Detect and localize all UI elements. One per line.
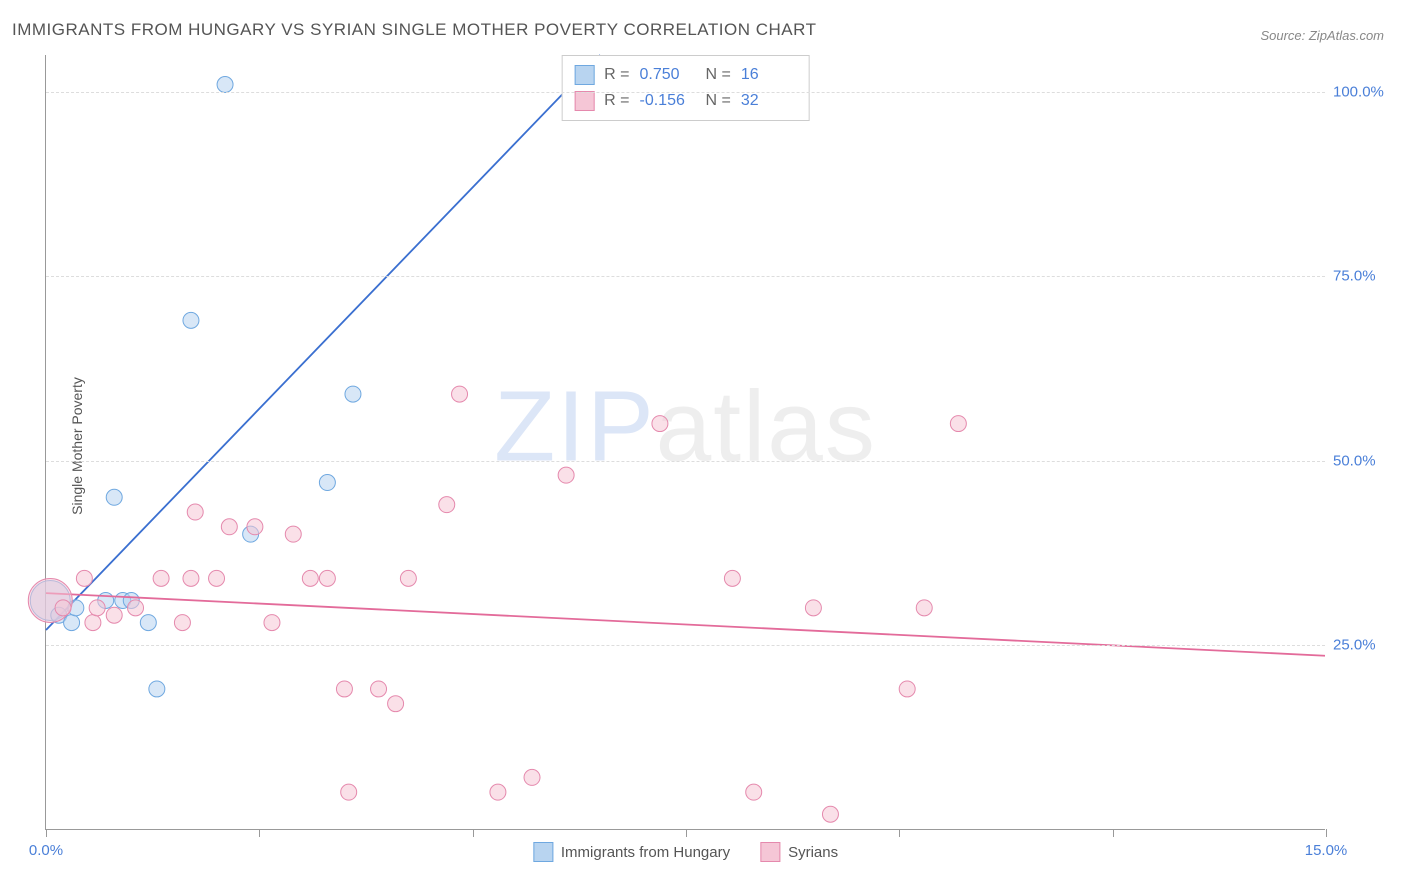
data-point [187,504,203,520]
legend-swatch-syrians [574,91,594,111]
data-point [106,489,122,505]
stats-legend-row-hungary: R = 0.750 N = 16 [574,62,797,88]
data-point [174,615,190,631]
data-point [652,416,668,432]
data-point [183,570,199,586]
correlation-chart: IMMIGRANTS FROM HUNGARY VS SYRIAN SINGLE… [0,0,1406,892]
data-point [247,519,263,535]
data-point [264,615,280,631]
gridline-h [46,461,1325,462]
ytick-label: 50.0% [1333,452,1393,469]
data-point [76,570,92,586]
data-point [85,615,101,631]
legend-swatch-hungary-icon [533,842,553,862]
data-point [388,696,404,712]
ytick-label: 25.0% [1333,637,1393,654]
series-legend: Immigrants from Hungary Syrians [533,842,838,862]
data-point [439,497,455,513]
plot-svg [46,55,1325,829]
data-point [490,784,506,800]
xtick [473,829,474,837]
data-point [89,600,105,616]
legend-label-hungary: Immigrants from Hungary [561,844,730,861]
data-point [209,570,225,586]
data-point [345,386,361,402]
data-point [140,615,156,631]
data-point [55,600,71,616]
r-value-hungary: 0.750 [640,62,696,88]
data-point [128,600,144,616]
data-point [400,570,416,586]
xtick [1113,829,1114,837]
data-point [217,76,233,92]
n-label: N = [706,62,731,88]
data-point [183,312,199,328]
xtick-label: 0.0% [29,842,63,859]
r-label: R = [604,62,629,88]
plot-area: ZIPatlas R = 0.750 N = 16 R = -0.156 N =… [45,55,1325,830]
data-point [558,467,574,483]
data-point [371,681,387,697]
data-point [153,570,169,586]
data-point [285,526,301,542]
gridline-h [46,92,1325,93]
ytick-label: 75.0% [1333,268,1393,285]
data-point [452,386,468,402]
xtick [46,829,47,837]
xtick [686,829,687,837]
data-point [336,681,352,697]
data-point [822,806,838,822]
data-point [319,475,335,491]
data-point [221,519,237,535]
chart-title: IMMIGRANTS FROM HUNGARY VS SYRIAN SINGLE… [12,20,816,40]
n-value-hungary: 16 [741,62,797,88]
legend-swatch-syrians-icon [760,842,780,862]
data-point [746,784,762,800]
xtick [1326,829,1327,837]
stats-legend-box: R = 0.750 N = 16 R = -0.156 N = 32 [561,55,810,121]
legend-swatch-hungary [574,65,594,85]
ytick-label: 100.0% [1333,83,1393,100]
data-point [724,570,740,586]
xtick [899,829,900,837]
gridline-h [46,276,1325,277]
source-label: Source: ZipAtlas.com [1260,28,1384,43]
legend-item-hungary: Immigrants from Hungary [533,842,730,862]
legend-label-syrians: Syrians [788,844,838,861]
xtick [259,829,260,837]
data-point [149,681,165,697]
data-point [524,769,540,785]
data-point [341,784,357,800]
data-point [805,600,821,616]
data-point [916,600,932,616]
trend-line [46,55,600,630]
data-point [319,570,335,586]
legend-item-syrians: Syrians [760,842,838,862]
data-point [302,570,318,586]
data-point [64,615,80,631]
data-point [899,681,915,697]
data-point [106,607,122,623]
gridline-h [46,645,1325,646]
data-point [950,416,966,432]
xtick-label: 15.0% [1305,842,1348,859]
